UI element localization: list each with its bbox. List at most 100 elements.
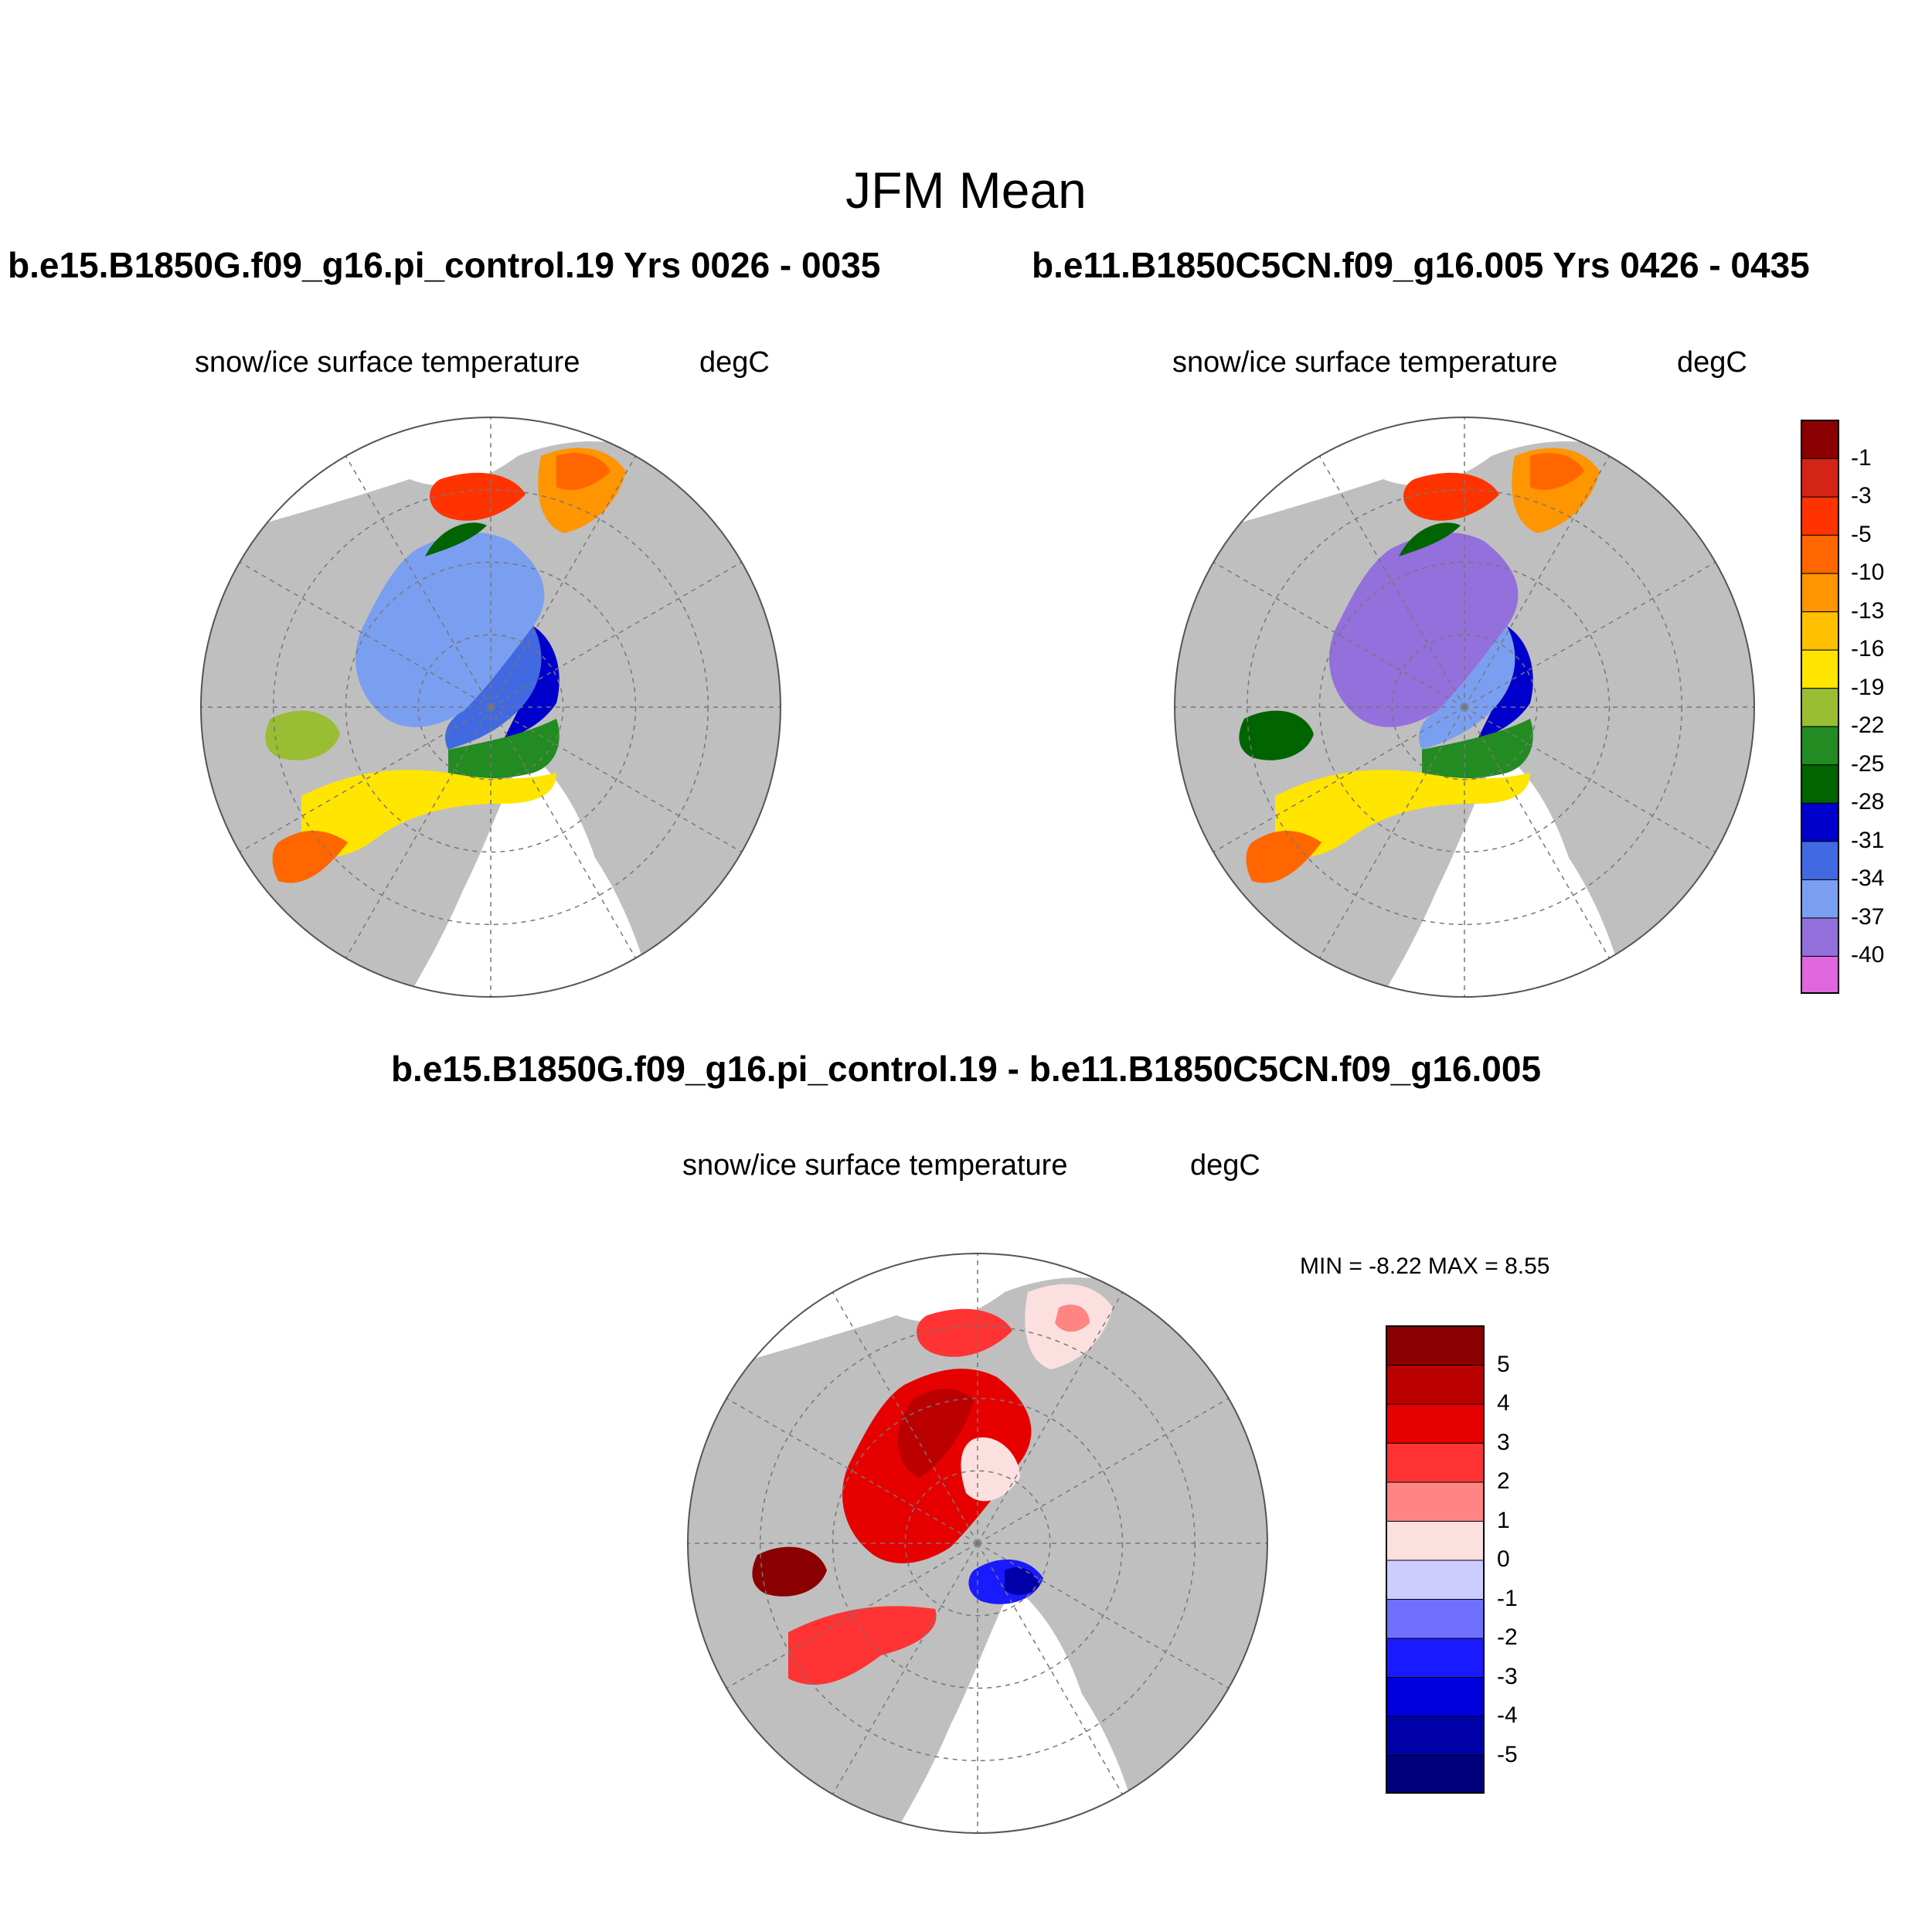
colorbar-tick-label: 4 (1497, 1390, 1510, 1416)
sea-ice-field (1239, 710, 1314, 760)
difference-colorbar (1386, 1325, 1485, 1794)
colorbar-tick-label: 3 (1497, 1429, 1510, 1455)
sea-ice-field (301, 770, 556, 857)
colorbar-swatch (1386, 1365, 1485, 1405)
panel-1-units-label: degC (699, 346, 770, 379)
sea-ice-field (1419, 626, 1515, 750)
sea-ice-field (1422, 719, 1533, 779)
colorbar-swatch (1801, 917, 1839, 957)
colorbar-tick-label: -1 (1851, 444, 1872, 471)
map-border (1174, 417, 1755, 998)
colorbar-tick-label: -4 (1497, 1702, 1518, 1728)
graticule (688, 1253, 1267, 1833)
colorbar-swatch (1386, 1755, 1485, 1794)
figure-title: JFM Mean (845, 162, 1087, 219)
sea-ice-field (425, 522, 487, 556)
colorbar-tick-label: -2 (1497, 1624, 1518, 1650)
panel-1-title: b.e15.B1850G.f09_g16.pi_control.19 Yrs 0… (8, 245, 881, 285)
graticule (201, 417, 781, 997)
map-border (687, 1253, 1268, 1834)
panel-3-units-label: degC (1190, 1149, 1260, 1182)
colorbar-swatch (1386, 1521, 1485, 1561)
sea-ice-field (1530, 453, 1584, 490)
temperature-colorbar (1801, 420, 1839, 994)
colorbar-swatch (1386, 1443, 1485, 1483)
sea-ice-field (1246, 831, 1321, 883)
sea-ice-field (1329, 532, 1519, 727)
map-border (200, 417, 781, 998)
colorbar-swatch (1386, 1638, 1485, 1678)
sea-ice-field (265, 710, 340, 760)
sea-ice-field (752, 1546, 827, 1597)
sea-ice-field (788, 1606, 937, 1685)
colorbar-swatch (1801, 841, 1839, 880)
colorbar-tick-label: -1 (1497, 1585, 1518, 1611)
panel-3-title: b.e15.B1850G.f09_g16.pi_control.19 - b.e… (390, 1049, 1542, 1089)
sea-ice-field (1275, 770, 1530, 857)
colorbar-swatch (1386, 1599, 1485, 1639)
colorbar-swatch (1386, 1481, 1485, 1522)
colorbar-swatch (1386, 1716, 1485, 1756)
panel-2-units-label: degC (1677, 346, 1747, 379)
colorbar-tick-label: -34 (1851, 866, 1885, 892)
colorbar-swatch (1801, 726, 1839, 766)
sea-ice-field (1055, 1304, 1090, 1332)
map-panel-1 (200, 417, 781, 998)
sea-ice-field (1403, 472, 1499, 521)
sea-ice-field (897, 1389, 974, 1478)
colorbar-swatch (1801, 420, 1839, 460)
sea-ice-field (502, 626, 560, 742)
colorbar-swatch (1801, 764, 1839, 804)
colorbar-tick-label: -16 (1851, 636, 1885, 662)
sea-ice-field (1005, 1567, 1039, 1595)
colorbar-swatch (1801, 496, 1839, 536)
sea-ice-field (842, 1369, 1032, 1563)
colorbar-tick-label: -25 (1851, 750, 1885, 777)
colorbar-swatch (1801, 802, 1839, 842)
land-mass (1175, 603, 1313, 827)
land-mass (688, 1439, 826, 1663)
colorbar-tick-label: -13 (1851, 597, 1885, 624)
colorbar-tick-label: 0 (1497, 1546, 1510, 1572)
colorbar-swatch (1801, 649, 1839, 689)
min-max-stats: MIN = -8.22 MAX = 8.55 (1300, 1253, 1550, 1279)
graticule (1175, 417, 1754, 997)
sea-ice-field (430, 472, 526, 521)
colorbar-swatch (1386, 1560, 1485, 1600)
colorbar-swatch (1386, 1677, 1485, 1717)
colorbar-tick-label: -37 (1851, 903, 1885, 930)
colorbar-swatch (1386, 1403, 1485, 1444)
colorbar-swatch (1386, 1325, 1485, 1366)
colorbar-swatch (1801, 458, 1839, 498)
sea-ice-field (445, 626, 542, 750)
panel-3-variable-label: snow/ice surface temperature (682, 1149, 1068, 1182)
colorbar-tick-label: -28 (1851, 789, 1885, 815)
colorbar-swatch (1801, 955, 1839, 994)
sea-ice-field (1476, 626, 1533, 742)
colorbar-swatch (1801, 573, 1839, 613)
colorbar-tick-label: -5 (1851, 521, 1872, 547)
panel-2-title: b.e11.B1850C5CN.f09_g16.005 Yrs 0426 - 0… (1032, 245, 1810, 285)
colorbar-tick-label: -40 (1851, 942, 1885, 968)
colorbar-tick-label: -3 (1851, 483, 1872, 509)
sea-ice-field (355, 532, 545, 727)
colorbar-swatch (1801, 611, 1839, 651)
sea-ice-field (272, 831, 348, 883)
sea-ice-field (961, 1437, 1020, 1502)
land-mass (201, 603, 339, 827)
map-panel-2 (1174, 417, 1755, 998)
map-panel-3 (687, 1253, 1268, 1834)
colorbar-tick-label: -19 (1851, 674, 1885, 700)
panel-1-variable-label: snow/ice surface temperature (195, 346, 580, 379)
colorbar-swatch (1801, 688, 1839, 727)
land-mass (688, 1277, 1267, 1833)
colorbar-tick-label: 5 (1497, 1351, 1510, 1377)
sea-ice-field (556, 453, 611, 490)
colorbar-tick-label: -22 (1851, 713, 1885, 739)
colorbar-tick-label: -10 (1851, 560, 1885, 586)
colorbar-tick-label: 1 (1497, 1507, 1510, 1533)
colorbar-swatch (1801, 535, 1839, 574)
sea-ice-field (1399, 522, 1461, 556)
colorbar-swatch (1801, 879, 1839, 919)
colorbar-tick-label: -3 (1497, 1663, 1518, 1689)
